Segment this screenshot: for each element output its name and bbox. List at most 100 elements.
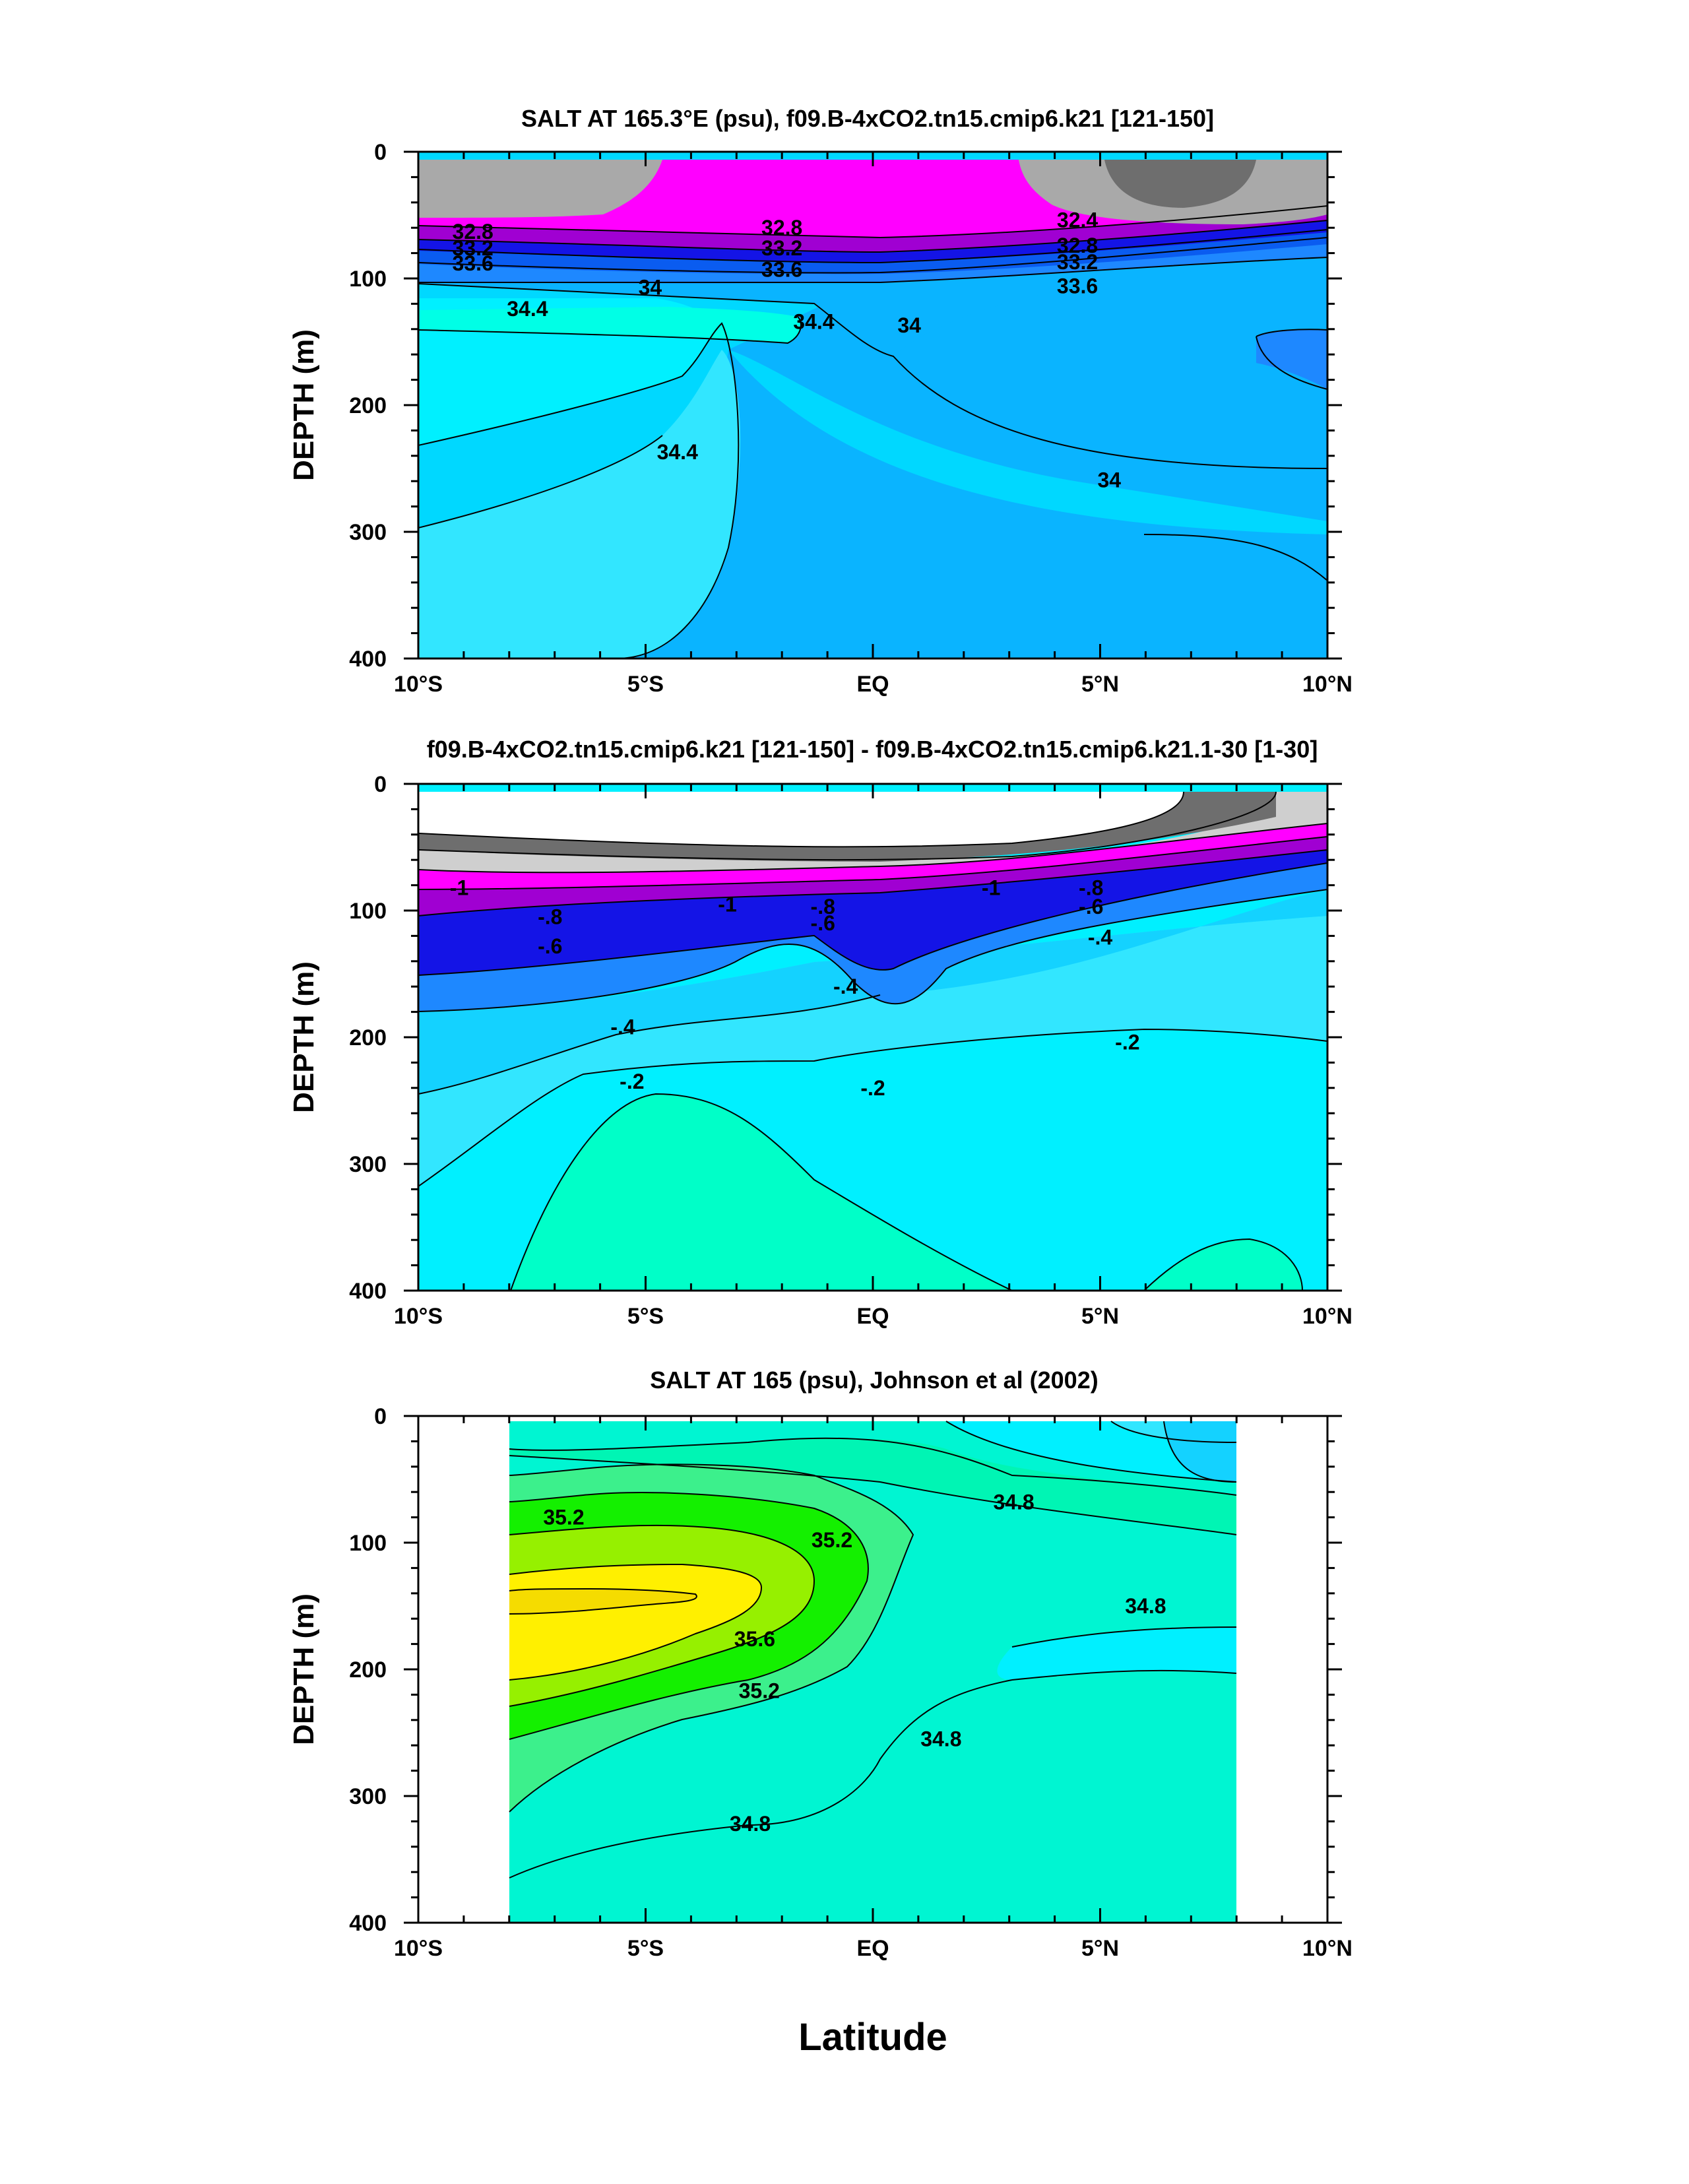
y-tick-label: 0	[374, 1404, 387, 1429]
p1-isoline-1	[418, 205, 1327, 239]
x-tick-label: 5°N	[1081, 1304, 1119, 1329]
y-tick-label: 0	[374, 140, 387, 165]
p3-isoline-10	[509, 1437, 1237, 1496]
contour-label: -.4	[1088, 925, 1113, 949]
panel-1: SALT AT 165.3°E (psu), f09.B-4xCO2.tn15.…	[418, 105, 1327, 658]
p1-fill-band-6	[418, 230, 1327, 274]
y-tick-label: 300	[349, 520, 387, 545]
contour-label: -.2	[860, 1076, 885, 1100]
p1-isoline-12	[1143, 534, 1327, 581]
contour-label: 34.4	[793, 309, 834, 333]
p1-isoline-10	[1256, 329, 1327, 337]
p1-fill-aqua	[418, 307, 801, 343]
contour-label: 34.8	[1125, 1594, 1166, 1618]
x-tick-label: 10°S	[394, 1304, 443, 1329]
y-tick-label: 200	[349, 1657, 387, 1683]
panel-2: f09.B-4xCO2.tn15.cmip6.k21 [121-150] - f…	[418, 736, 1327, 1291]
p2-isoline-11	[1143, 1238, 1303, 1291]
contour-label: 34.4	[657, 440, 698, 464]
y-tick-label: 400	[349, 647, 387, 672]
p1-fill-gray-left	[418, 160, 662, 218]
p1-isoline-4	[418, 237, 1327, 274]
panel-1-title: SALT AT 165.3°E (psu), f09.B-4xCO2.tn15.…	[521, 105, 1214, 132]
x-tick-label: 10°S	[394, 672, 443, 697]
p1-fill-deep-right	[616, 350, 1327, 658]
x-tick-label: 5°S	[627, 1304, 664, 1329]
x-tick-label: 5°S	[627, 672, 664, 697]
panel-1-plot-area	[418, 152, 1327, 658]
p3-isoline-3	[509, 1524, 815, 1707]
p2-contour-lines	[418, 791, 1327, 1291]
p1-isoline-11	[1256, 336, 1327, 390]
p1-isoline-6	[418, 283, 1327, 469]
p2-isoline-8	[418, 994, 881, 1095]
p1-isoline-8	[418, 322, 740, 658]
p3-isoline-11	[1110, 1421, 1237, 1443]
contour-label: 34.8	[730, 1812, 771, 1836]
x-tick-label: 10°S	[394, 1936, 443, 1961]
x-axis-title: Latitude	[798, 2016, 947, 2059]
p2-isoline-9	[418, 1028, 1327, 1187]
y-tick-label: 0	[374, 772, 387, 797]
contour-label: 34.8	[993, 1491, 1034, 1514]
y-tick-label: 200	[349, 1025, 387, 1050]
panel-3-plot-area	[418, 1416, 1327, 1923]
p2-isoline-3	[418, 823, 1327, 874]
p3-isoline-2	[509, 1563, 763, 1681]
x-tick-label: 5°N	[1081, 1936, 1119, 1961]
panel-3-title: SALT AT 165 (psu), Johnson et al (2002)	[650, 1366, 1098, 1394]
y-tick-label: 300	[349, 1784, 387, 1809]
contour-label: -.2	[620, 1070, 644, 1093]
contour-label: 33.6	[1057, 274, 1098, 298]
p3-fill-yellow-deep	[509, 1589, 697, 1614]
p2-fill-teal-right	[1144, 1239, 1302, 1291]
contour-label: -.6	[811, 911, 835, 935]
p3-isoline-6	[509, 1679, 1013, 1879]
contour-label: -1	[982, 876, 1000, 899]
contour-label: 34	[639, 275, 662, 299]
y-tick-label: 100	[349, 1531, 387, 1556]
p2-fill-teal-left	[511, 1094, 1012, 1291]
p2-isoline-7	[418, 889, 1327, 1012]
p1-isoline-2	[418, 220, 1327, 253]
contour-label: -.6	[1079, 895, 1103, 918]
p1-fill-band-5	[418, 220, 1327, 263]
contour-label: 33.2	[453, 236, 494, 260]
x-tick-label: 10°N	[1302, 1304, 1353, 1329]
p2-isoline-1	[418, 791, 1184, 848]
p3-isoline-4	[509, 1492, 869, 1740]
p1-fill-gray-dark	[1104, 160, 1256, 208]
p2-fill-gray-dark	[418, 792, 1276, 862]
x-tick-label: 5°S	[627, 1936, 664, 1961]
contour-label: -.6	[538, 934, 562, 958]
p2-fill-gray-light	[418, 792, 1327, 873]
x-tick-label: EQ	[856, 1304, 889, 1329]
y-axis-title: DEPTH (m)	[288, 329, 320, 481]
p3-isoline-8	[1011, 1669, 1237, 1681]
contour-label: -.4	[610, 1015, 635, 1039]
p2-isoline-2	[418, 791, 1277, 861]
contour-label: -1	[450, 876, 468, 899]
p3-contour-lines	[509, 1421, 1237, 1879]
contour-label: 34	[1097, 468, 1121, 492]
axes-ticks-and-labels: 10°S 5°S EQ 5°N 10°N 0 100 200 300 400 DEPTH (m) 10…	[288, 140, 1353, 1961]
contour-label: -.8	[538, 905, 562, 929]
panel-3: SALT AT 165 (psu), Johnson et al (2002)	[418, 1366, 1327, 1923]
p1-contour-lines	[418, 205, 1327, 658]
p3-fill-cyan-right-lower	[997, 1627, 1236, 1680]
contour-label: 35.2	[543, 1506, 584, 1529]
contour-label: -.2	[1115, 1031, 1139, 1054]
contour-label: 33.2	[761, 236, 802, 260]
panel-2-title: f09.B-4xCO2.tn15.cmip6.k21 [121-150] - f…	[427, 736, 1318, 763]
contour-label: 34.4	[507, 297, 548, 321]
y-tick-label: 100	[349, 267, 387, 292]
contour-label: -1	[718, 892, 736, 916]
p1-isoline-9	[418, 435, 663, 529]
p1-isoline-7	[418, 316, 802, 344]
p1-fill-left-lower	[418, 350, 741, 658]
y-tick-label: 300	[349, 1152, 387, 1177]
y-tick-label: 200	[349, 393, 387, 418]
p1-fill-bubble	[1256, 329, 1327, 389]
contour-label: 33.6	[453, 251, 494, 275]
